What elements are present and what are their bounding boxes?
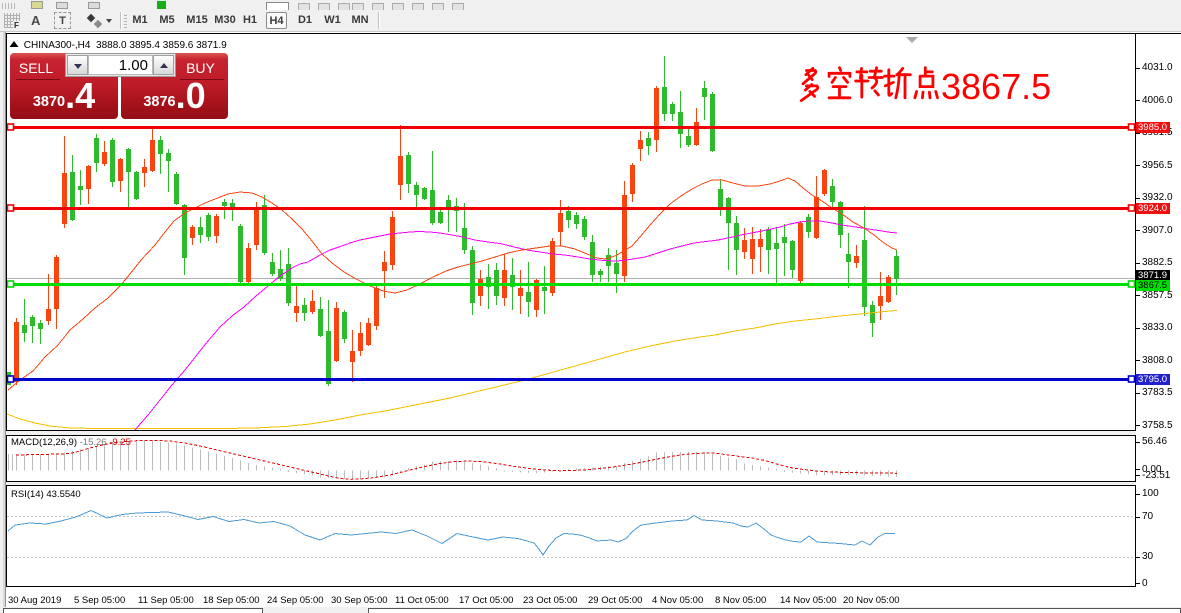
svg-text:3867.5: 3867.5 [941,66,1051,107]
